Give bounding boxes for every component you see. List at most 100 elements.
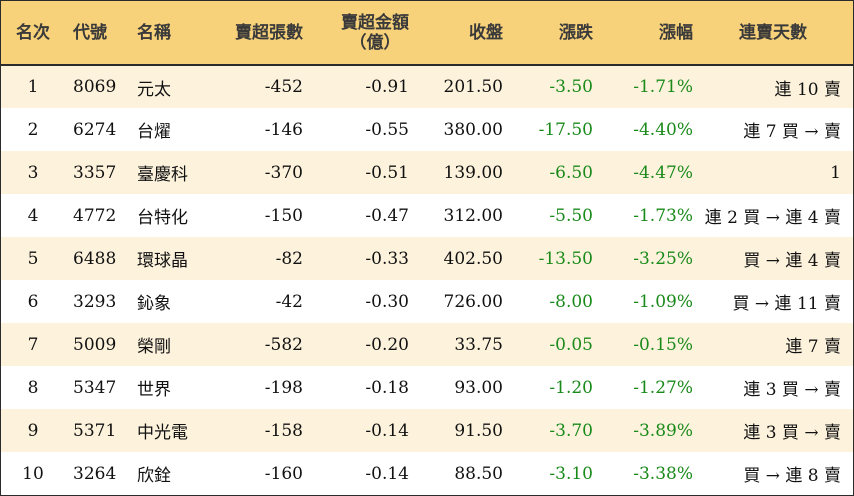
table-row: 6 3293 鈊象 -42 -0.30 726.00 -8.00 -1.09% … bbox=[1, 280, 853, 323]
header-net-sell-amount-line1: 賣超金額 bbox=[341, 12, 409, 33]
cell-code: 4772 bbox=[73, 205, 117, 226]
cell-amount: -0.14 bbox=[365, 463, 409, 484]
cell-change-pct: -0.15% bbox=[633, 334, 693, 355]
cell-change-pct: -4.47% bbox=[633, 162, 693, 183]
cell-change-pct: -1.09% bbox=[633, 291, 693, 312]
cell-rank: 1 bbox=[27, 77, 39, 97]
table-row: 1 8069 元太 -452 -0.91 201.50 -3.50 -1.71%… bbox=[1, 65, 853, 108]
table-row: 8 5347 世界 -198 -0.18 93.00 -1.20 -1.27% … bbox=[1, 366, 853, 409]
table-row: 7 5009 榮剛 -582 -0.20 33.75 -0.05 -0.15% … bbox=[1, 323, 853, 366]
cell-name: 世界 bbox=[137, 380, 171, 400]
cell-volume: -370 bbox=[264, 162, 303, 183]
cell-volume: -160 bbox=[264, 463, 303, 484]
cell-code: 6488 bbox=[73, 248, 117, 269]
cell-name: 中光電 bbox=[137, 423, 188, 443]
table-row: 4 4772 台特化 -150 -0.47 312.00 -5.50 -1.73… bbox=[1, 194, 853, 237]
cell-streak: 買 → 連 4 賣 bbox=[743, 251, 841, 271]
cell-code: 3357 bbox=[73, 162, 117, 183]
header-rank: 名次 bbox=[1, 1, 65, 66]
cell-change: -8.00 bbox=[549, 291, 593, 312]
cell-change: -0.05 bbox=[549, 334, 593, 355]
cell-rank: 4 bbox=[27, 205, 39, 226]
table-row: 2 6274 台燿 -146 -0.55 380.00 -17.50 -4.40… bbox=[1, 108, 853, 151]
table-row: 5 6488 環球晶 -82 -0.33 402.50 -13.50 -3.25… bbox=[1, 237, 853, 280]
cell-volume: -198 bbox=[264, 377, 303, 398]
cell-streak: 連 7 買 → 賣 bbox=[743, 122, 841, 142]
header-close: 收盤 bbox=[419, 1, 513, 66]
header-change-pct: 漲幅 bbox=[603, 1, 693, 66]
cell-close: 312.00 bbox=[443, 205, 503, 226]
cell-amount: -0.18 bbox=[365, 377, 409, 398]
cell-rank: 2 bbox=[27, 119, 39, 140]
header-net-sell-amount: 賣超金額 （億） bbox=[313, 1, 419, 66]
cell-streak: 連 3 買 → 賣 bbox=[743, 380, 841, 400]
cell-change: -1.20 bbox=[549, 377, 593, 398]
cell-code: 8069 bbox=[73, 77, 117, 97]
cell-rank: 9 bbox=[27, 420, 39, 441]
cell-amount: -0.55 bbox=[365, 119, 409, 140]
cell-name: 臺慶科 bbox=[137, 165, 188, 185]
cell-volume: -42 bbox=[275, 291, 303, 312]
cell-change: -5.50 bbox=[549, 205, 593, 226]
cell-rank: 6 bbox=[27, 291, 39, 312]
cell-streak: 連 2 買 → 連 4 賣 bbox=[704, 208, 841, 228]
cell-streak: 買 → 連 11 賣 bbox=[732, 294, 842, 314]
cell-change: -3.10 bbox=[549, 463, 593, 484]
cell-amount: -0.47 bbox=[365, 205, 409, 226]
header-code: 代號 bbox=[65, 1, 131, 66]
header-change: 漲跌 bbox=[513, 1, 603, 66]
cell-volume: -452 bbox=[264, 77, 303, 97]
cell-amount: -0.51 bbox=[365, 162, 409, 183]
cell-streak: 1 bbox=[830, 162, 841, 183]
cell-name: 榮剛 bbox=[137, 337, 171, 357]
cell-code: 5347 bbox=[73, 377, 117, 398]
cell-amount: -0.30 bbox=[365, 291, 409, 312]
table-row: 10 3264 欣銓 -160 -0.14 88.50 -3.10 -3.38%… bbox=[1, 452, 853, 495]
table-header-row: 名次 代號 名稱 賣超張數 賣超金額 （億） 收盤 漲跌 漲幅 連賣天數 bbox=[1, 1, 853, 66]
cell-code: 3293 bbox=[73, 291, 117, 312]
cell-streak: 連 7 賣 bbox=[785, 337, 841, 357]
cell-name: 台特化 bbox=[137, 208, 188, 228]
table-body: 1 8069 元太 -452 -0.91 201.50 -3.50 -1.71%… bbox=[1, 65, 853, 495]
header-net-sell-volume: 賣超張數 bbox=[207, 1, 313, 66]
cell-name: 欣銓 bbox=[137, 466, 171, 486]
cell-code: 5009 bbox=[73, 334, 117, 355]
cell-rank: 10 bbox=[22, 463, 44, 484]
cell-amount: -0.20 bbox=[365, 334, 409, 355]
cell-change-pct: -1.27% bbox=[633, 377, 693, 398]
cell-change-pct: -1.71% bbox=[633, 77, 693, 97]
cell-close: 201.50 bbox=[443, 77, 503, 97]
cell-close: 91.50 bbox=[454, 420, 503, 441]
cell-close: 88.50 bbox=[454, 463, 503, 484]
table-row: 3 3357 臺慶科 -370 -0.51 139.00 -6.50 -4.47… bbox=[1, 151, 853, 194]
cell-rank: 7 bbox=[27, 334, 39, 355]
cell-change: -13.50 bbox=[538, 248, 593, 269]
cell-rank: 3 bbox=[27, 162, 39, 183]
cell-close: 402.50 bbox=[443, 248, 503, 269]
cell-volume: -82 bbox=[275, 248, 303, 269]
cell-amount: -0.14 bbox=[365, 420, 409, 441]
cell-rank: 5 bbox=[27, 248, 39, 269]
cell-change: -17.50 bbox=[538, 119, 593, 140]
cell-name: 台燿 bbox=[137, 122, 171, 142]
cell-close: 93.00 bbox=[454, 377, 503, 398]
cell-code: 5371 bbox=[73, 420, 117, 441]
cell-name: 元太 bbox=[137, 79, 171, 100]
cell-amount: -0.91 bbox=[365, 77, 409, 97]
cell-close: 139.00 bbox=[443, 162, 503, 183]
cell-close: 33.75 bbox=[454, 334, 503, 355]
cell-streak: 連 10 賣 bbox=[774, 79, 841, 100]
cell-change: -3.50 bbox=[549, 77, 593, 97]
cell-volume: -158 bbox=[264, 420, 303, 441]
cell-streak: 連 3 買 → 賣 bbox=[743, 423, 841, 443]
cell-change: -6.50 bbox=[549, 162, 593, 183]
cell-change-pct: -1.73% bbox=[633, 205, 693, 226]
cell-close: 726.00 bbox=[443, 291, 503, 312]
cell-code: 6274 bbox=[73, 119, 117, 140]
cell-name: 環球晶 bbox=[137, 251, 188, 271]
cell-change: -3.70 bbox=[549, 420, 593, 441]
table-row: 9 5371 中光電 -158 -0.14 91.50 -3.70 -3.89%… bbox=[1, 409, 853, 452]
cell-change-pct: -3.25% bbox=[633, 248, 693, 269]
